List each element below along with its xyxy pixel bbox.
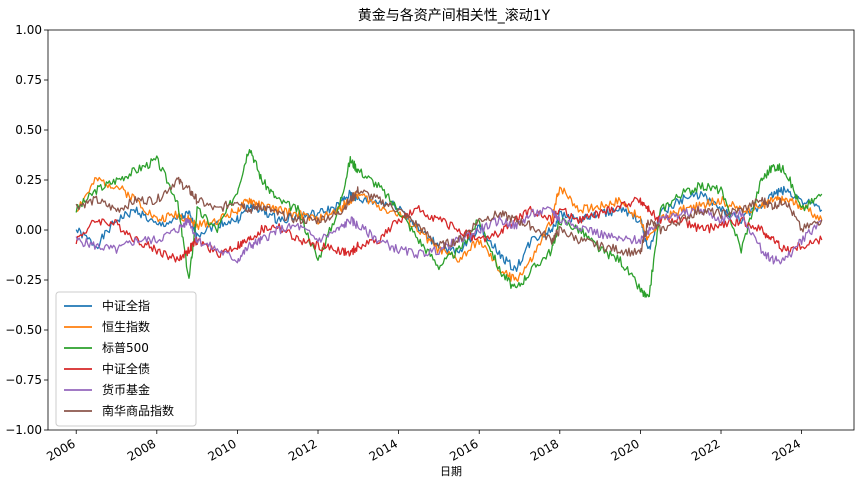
chart-title: 黄金与各资产间相关性_滚动1Y: [358, 7, 551, 24]
legend-label: 中证全指: [102, 298, 150, 313]
legend-box: [55, 291, 197, 427]
legend-label: 南华商品指数: [102, 403, 174, 418]
y-tick-label: 0.00: [15, 223, 42, 237]
y-tick-label: −1.00: [5, 423, 42, 437]
y-tick-label: −0.75: [5, 373, 42, 387]
series-line: [75, 148, 823, 298]
series-layer: [75, 148, 823, 298]
y-tick-label: 1.00: [15, 23, 42, 37]
legend-label: 标普500: [102, 341, 149, 355]
series-line: [75, 176, 823, 257]
y-tick-label: −0.50: [5, 323, 42, 337]
y-tick-label: 0.75: [15, 73, 42, 87]
legend-label: 中证全债: [102, 361, 150, 376]
y-tick-label: 0.50: [15, 123, 42, 137]
legend-label: 货币基金: [102, 382, 150, 397]
x-axis-label: 日期: [440, 465, 462, 478]
y-tick-label: 0.25: [15, 173, 42, 187]
y-tick-label: −0.25: [5, 273, 42, 287]
legend-label: 恒生指数: [102, 319, 150, 334]
y-axis: −1.00 −0.75 −0.50 −0.25 0.00 0.25 0.50 0.75 1.00: [5, 23, 48, 437]
